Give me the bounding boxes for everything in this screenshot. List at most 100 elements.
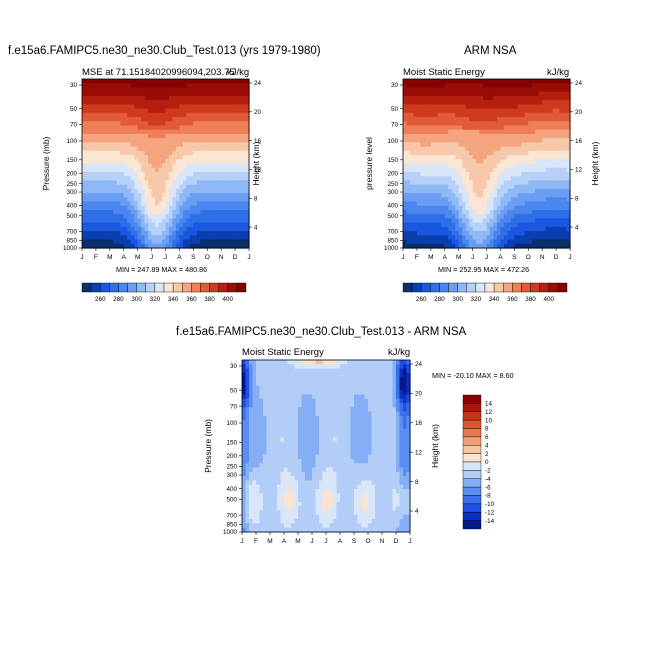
field-cell xyxy=(517,83,522,89)
field-cell xyxy=(182,176,187,181)
field-cell xyxy=(151,121,156,127)
field-cell xyxy=(455,167,460,173)
field-cell xyxy=(186,235,191,241)
field-cell xyxy=(437,226,442,232)
field-cell xyxy=(249,433,254,438)
field-cell xyxy=(476,138,481,143)
field-cell xyxy=(319,437,324,443)
field-cell xyxy=(85,235,90,241)
field-cell xyxy=(434,197,439,203)
field-cell xyxy=(221,155,226,160)
field-cell xyxy=(193,100,198,105)
field-cell xyxy=(406,87,411,93)
field-cell xyxy=(528,184,533,190)
field-cell xyxy=(542,121,547,127)
field-cell xyxy=(134,159,139,165)
field-cell xyxy=(207,176,212,181)
field-cell xyxy=(120,91,125,97)
field-cell xyxy=(298,493,303,499)
field-cell xyxy=(409,91,415,97)
field-cell xyxy=(507,235,512,241)
field-cell xyxy=(228,146,233,152)
field-cell xyxy=(109,226,114,232)
field-cell xyxy=(535,155,540,160)
field-cell xyxy=(448,117,453,122)
field-cell xyxy=(82,129,87,135)
field-cell xyxy=(228,104,233,110)
field-cell xyxy=(545,79,550,84)
field-cell xyxy=(517,125,522,131)
field-cell xyxy=(549,167,554,173)
field-cell xyxy=(235,117,240,122)
field-cell xyxy=(123,231,128,236)
field-cell xyxy=(165,193,170,198)
field-cell xyxy=(312,385,317,391)
field-cell xyxy=(448,100,453,105)
field-cell xyxy=(134,184,139,190)
field-cell xyxy=(563,112,568,118)
field-cell xyxy=(134,214,139,220)
field-cell xyxy=(207,209,212,215)
panel2-colorbar-label: 360 xyxy=(507,296,518,303)
field-cell xyxy=(549,142,554,148)
field-cell xyxy=(245,218,250,224)
field-cell xyxy=(521,104,526,110)
field-cell xyxy=(430,184,435,190)
field-cell xyxy=(413,91,418,97)
field-cell xyxy=(542,205,547,211)
field-cell xyxy=(301,463,306,469)
field-cell xyxy=(416,201,421,207)
field-cell xyxy=(280,493,285,499)
field-cell xyxy=(200,146,205,152)
field-cell xyxy=(137,79,142,84)
field-cell xyxy=(514,125,519,131)
field-cell xyxy=(266,411,271,417)
field-cell xyxy=(308,424,313,430)
field-cell xyxy=(305,519,310,524)
field-cell xyxy=(496,100,502,105)
field-cell xyxy=(270,519,275,524)
field-cell xyxy=(207,95,212,101)
field-cell xyxy=(280,484,285,490)
field-cell xyxy=(312,523,317,529)
field-cell xyxy=(308,527,313,533)
field-cell xyxy=(252,441,257,447)
field-cell xyxy=(437,133,442,139)
field-cell xyxy=(489,121,495,127)
field-cell xyxy=(155,180,160,186)
field-cell xyxy=(517,104,522,110)
field-cell xyxy=(151,104,156,110)
field-cell xyxy=(224,159,229,165)
panel1-xtick-label: N xyxy=(219,254,224,261)
field-cell xyxy=(92,121,97,127)
field-cell xyxy=(301,489,306,494)
field-cell xyxy=(287,407,292,413)
field-cell xyxy=(228,138,233,143)
field-cell xyxy=(151,91,156,97)
field-cell xyxy=(256,506,261,512)
field-cell xyxy=(542,209,547,215)
field-cell xyxy=(305,458,310,464)
field-cell xyxy=(193,214,198,220)
field-cell xyxy=(175,235,181,241)
field-cell xyxy=(496,79,502,84)
field-cell xyxy=(165,243,170,249)
field-cell xyxy=(231,133,236,139)
field-cell xyxy=(120,87,125,93)
field-cell xyxy=(263,446,268,451)
field-cell xyxy=(472,125,477,131)
field-cell xyxy=(210,150,215,156)
field-cell xyxy=(148,176,153,181)
field-cell xyxy=(252,394,257,400)
field-cell xyxy=(462,188,467,194)
field-cell xyxy=(528,222,533,228)
field-cell xyxy=(85,222,90,228)
field-cell xyxy=(172,129,177,135)
field-cell xyxy=(245,471,250,477)
field-cell xyxy=(172,91,177,97)
field-cell xyxy=(420,171,425,177)
field-cell xyxy=(510,214,515,220)
field-cell xyxy=(535,104,540,110)
field-cell xyxy=(305,527,310,533)
field-cell xyxy=(545,205,550,211)
